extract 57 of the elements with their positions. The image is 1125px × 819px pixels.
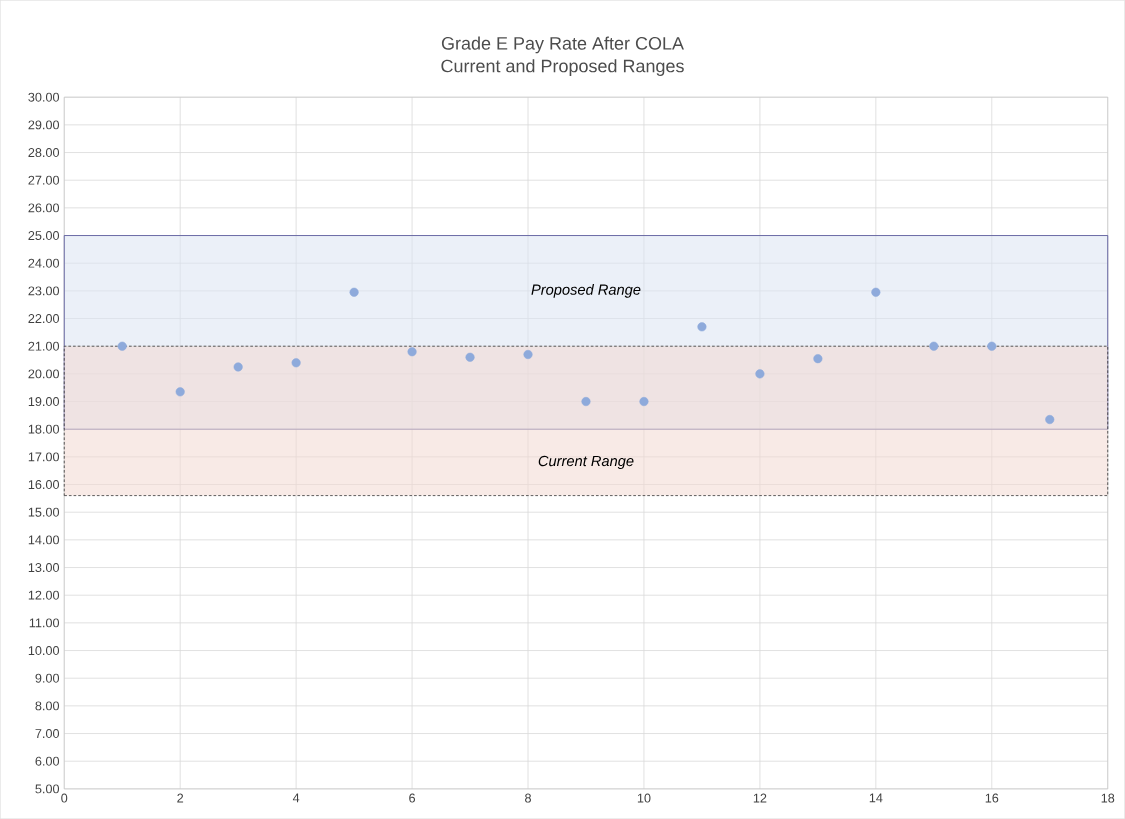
x-tick-label: 18	[1101, 793, 1115, 803]
x-tick-label: 16	[985, 793, 999, 803]
y-tick-label: 13.00	[28, 562, 60, 572]
y-tick-label: 23.00	[28, 286, 60, 296]
point	[1045, 414, 1055, 424]
point	[523, 349, 533, 359]
point	[349, 287, 359, 297]
y-tick-label: 11.00	[29, 618, 60, 628]
point	[813, 354, 823, 364]
y-tick-label: 29.00	[28, 120, 60, 130]
x-tick-label: 6	[409, 793, 416, 803]
chart-title: Grade E Pay Rate After COLA	[441, 36, 684, 54]
y-tick-label: 27.00	[28, 175, 60, 185]
point	[639, 396, 649, 407]
point	[175, 387, 185, 397]
y-tick-label: 9.00	[35, 673, 60, 683]
point	[581, 396, 591, 407]
y-tick-label: 28.00	[28, 147, 60, 157]
x-tick-label: 4	[292, 793, 300, 803]
y-tick-label: 24.00	[28, 258, 60, 268]
x-tick-label: 0	[61, 793, 68, 803]
y-tick-label: 21.00	[28, 341, 60, 351]
point	[987, 341, 997, 351]
y-tick-label: 8.00	[35, 701, 60, 711]
y-tick-label: 16.00	[28, 479, 60, 489]
x-tick-label: 8	[525, 793, 531, 803]
y-tick-label: 25.00	[28, 230, 60, 240]
band-label: Proposed Range	[531, 283, 641, 298]
y-tick-label: 26.00	[28, 203, 60, 213]
y-tick-label: 22.00	[28, 313, 60, 323]
point	[465, 352, 475, 362]
x-tick-label: 10	[637, 793, 651, 803]
y-tick-label: 17.00	[28, 452, 60, 462]
point	[871, 287, 881, 297]
y-tick-label: 5.00	[35, 784, 60, 794]
point	[697, 322, 707, 332]
y-tick-label: 7.00	[35, 728, 60, 738]
y-tick-label: 10.00	[28, 645, 60, 655]
point	[291, 358, 301, 368]
y-tick-label: 15.00	[28, 507, 60, 517]
y-tick-label: 14.00	[28, 535, 60, 545]
point	[929, 341, 939, 351]
y-tick-label: 18.00	[28, 424, 60, 434]
y-tick-label: 12.00	[28, 590, 60, 600]
point	[755, 369, 765, 379]
band-label: Current Range	[538, 455, 634, 469]
y-tick-label: 19.00	[28, 396, 60, 406]
x-tick-label: 14	[869, 793, 883, 803]
point	[233, 362, 243, 372]
y-tick-label: 6.00	[35, 756, 60, 766]
x-tick-label: 2	[177, 793, 184, 803]
chart-subtitle: Current and Proposed Ranges	[441, 59, 684, 76]
y-tick-label: 20.00	[28, 369, 60, 379]
point	[407, 347, 417, 357]
point	[117, 341, 127, 351]
x-tick-label: 12	[753, 793, 767, 803]
y-tick-label: 30.00	[28, 92, 60, 102]
